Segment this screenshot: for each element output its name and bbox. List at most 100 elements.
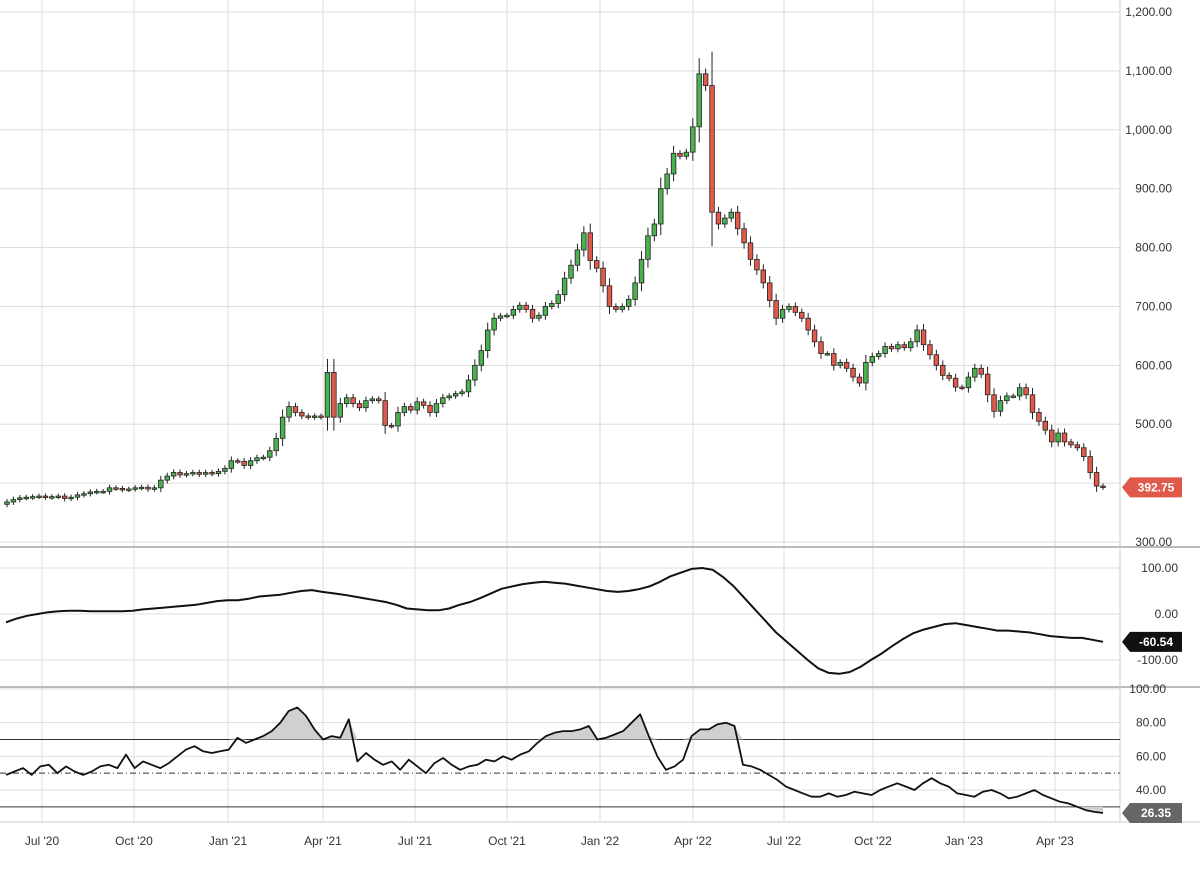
- price-y-tick-label: 900.00: [1135, 182, 1172, 196]
- x-axis-labels: Jul '20 Oct '20 Jan '21 Apr '21 Jul '21 Oct '…: [25, 834, 1074, 848]
- candle: [177, 469, 183, 478]
- candle: [1055, 428, 1061, 447]
- candle: [613, 303, 619, 313]
- candle-body: [241, 460, 247, 466]
- candle: [696, 58, 702, 143]
- grid-lines: [0, 0, 1120, 822]
- candle: [1093, 466, 1100, 492]
- candle: [914, 324, 920, 348]
- candle: [337, 397, 343, 423]
- candle-body: [927, 344, 933, 356]
- candle: [241, 457, 247, 469]
- candle-body: [305, 415, 311, 418]
- x-tick-label: Jul '22: [767, 834, 802, 848]
- rsi-last-tag-shape: [1122, 802, 1182, 823]
- candle-body: [1093, 472, 1100, 487]
- x-tick-label: Apr '23: [1036, 834, 1074, 848]
- candle: [395, 406, 401, 432]
- candle-body: [183, 473, 190, 476]
- candle-body: [1055, 432, 1061, 443]
- candle: [811, 324, 818, 348]
- candle-body: [228, 460, 235, 469]
- candle: [1029, 388, 1036, 420]
- candle-body: [728, 211, 734, 219]
- candle-body: [132, 487, 138, 490]
- price-y-tick-label: 1,100.00: [1125, 64, 1172, 78]
- candle-body: [36, 495, 42, 498]
- candle-body: [747, 242, 754, 260]
- candle: [965, 372, 972, 393]
- candle: [997, 395, 1004, 417]
- candle-body: [254, 457, 260, 462]
- candle: [728, 208, 734, 222]
- candle: [497, 312, 504, 322]
- candle: [209, 469, 215, 477]
- x-tick-label: Jan '21: [209, 834, 248, 848]
- candle-body: [292, 406, 299, 413]
- candle-body: [856, 376, 863, 384]
- candle-body: [446, 395, 452, 399]
- candle: [933, 349, 940, 371]
- candle: [491, 312, 497, 336]
- candle: [709, 51, 715, 247]
- candle: [734, 205, 741, 236]
- candle-body: [235, 460, 241, 463]
- x-tick-label: Apr '22: [674, 834, 712, 848]
- candle: [74, 491, 81, 501]
- candle: [311, 413, 318, 420]
- candle: [529, 304, 536, 323]
- candle-body: [683, 151, 690, 157]
- candle: [324, 358, 331, 431]
- candle-body: [754, 258, 760, 271]
- candle: [773, 293, 779, 325]
- candle: [267, 446, 273, 462]
- candle: [49, 494, 55, 500]
- candle: [459, 389, 465, 397]
- candle-body: [561, 277, 568, 296]
- candle-body: [702, 73, 709, 87]
- candle-body: [978, 367, 984, 375]
- candle-body: [959, 386, 965, 390]
- candle: [369, 396, 376, 404]
- candle: [651, 218, 658, 242]
- candle-body: [677, 152, 683, 157]
- osc-last-tag-text: -60.54: [1139, 635, 1173, 649]
- candle-body: [1036, 412, 1042, 422]
- candle: [824, 351, 831, 356]
- candle: [869, 352, 875, 367]
- candle-body: [177, 472, 183, 476]
- candle-body: [1004, 395, 1010, 402]
- candle: [215, 468, 222, 477]
- candle-body: [792, 306, 799, 313]
- candle: [664, 167, 670, 195]
- candle: [606, 278, 613, 314]
- price-y-tick-label: 300.00: [1135, 535, 1172, 549]
- candle-body: [529, 308, 536, 319]
- y-axis-labels: 1,200.00 1,100.00 1,000.00 900.00 800.00 700.…: [1125, 5, 1178, 797]
- candle: [484, 322, 491, 359]
- candle-body: [824, 353, 831, 356]
- candle-body: [87, 491, 94, 495]
- candle-body: [478, 350, 484, 366]
- candle: [850, 363, 856, 382]
- candle-body: [549, 303, 555, 307]
- candle: [786, 303, 792, 313]
- candle-body: [920, 329, 927, 346]
- candle: [81, 491, 87, 498]
- candle-body: [882, 346, 888, 354]
- candle: [831, 348, 837, 371]
- candle-body: [369, 398, 376, 402]
- candle: [292, 402, 299, 417]
- candle: [1049, 424, 1055, 448]
- candle-body: [433, 403, 440, 413]
- candle-body: [222, 467, 228, 472]
- candle-body: [23, 496, 29, 500]
- candle-body: [395, 412, 401, 427]
- candle-body: [587, 232, 593, 261]
- candle: [4, 499, 10, 508]
- candle: [715, 206, 722, 230]
- candle-body: [510, 308, 517, 316]
- x-tick-label: Oct '21: [488, 834, 526, 848]
- candle: [228, 456, 235, 473]
- candle-body: [452, 393, 459, 397]
